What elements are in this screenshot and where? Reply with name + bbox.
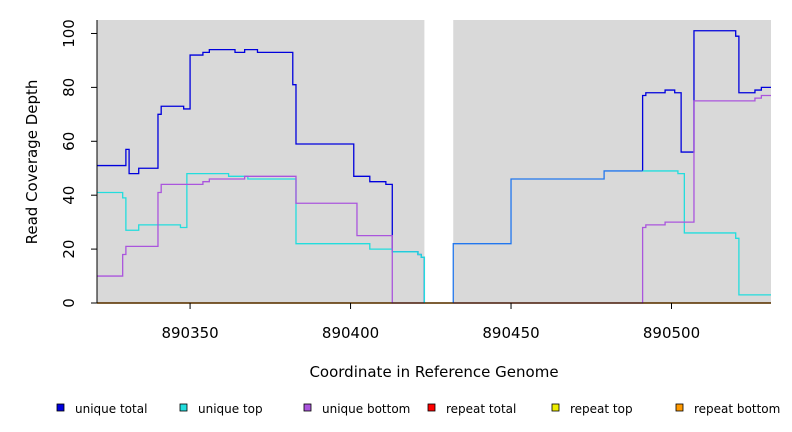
plot-background-left: [97, 20, 425, 303]
legend-label: unique top: [198, 402, 263, 416]
legend-swatch: [303, 403, 312, 412]
legend-label: repeat total: [446, 402, 516, 416]
series-line-segment-6: [452, 170, 643, 303]
y-tick-label: 20: [60, 240, 78, 259]
y-tick-label: 60: [60, 132, 78, 151]
series-line-unique-total: [97, 49, 426, 303]
legend: unique total unique top unique bottom repea…: [56, 402, 780, 416]
legend-item-repeat-total: repeat total: [427, 402, 516, 416]
y-tick-label: 0: [60, 298, 78, 308]
series-line-segment-9: [453, 94, 771, 304]
axes: 0 20 40 60 80 100 890350 890400 890450 890500: [60, 19, 771, 342]
legend-swatch: [427, 403, 436, 412]
y-tick-label: 40: [60, 186, 78, 205]
plot-background-right: [453, 20, 771, 303]
legend-label: unique total: [75, 402, 147, 416]
legend-label: repeat bottom: [694, 402, 780, 416]
y-tick-label: 80: [60, 78, 78, 97]
legend-swatch: [56, 403, 65, 412]
legend-swatch: [179, 403, 188, 412]
legend-label: unique bottom: [322, 402, 410, 416]
legend-swatch: [551, 403, 560, 412]
x-tick-label: 890350: [161, 324, 218, 342]
legend-item-unique-top: unique top: [179, 402, 263, 416]
series-line-unique-bottom: [97, 175, 425, 304]
legend-swatch: [675, 403, 684, 412]
y-axis-title: Read Coverage Depth: [23, 80, 41, 245]
x-tick-label: 890400: [322, 324, 379, 342]
series-line-segment-8: [642, 170, 771, 296]
legend-item-repeat-bottom: repeat bottom: [675, 402, 780, 416]
y-tick-label: 100: [60, 19, 78, 48]
plot-panel: [97, 20, 771, 303]
x-axis-title: Coordinate in Reference Genome: [309, 363, 558, 381]
legend-item-repeat-top: repeat top: [551, 402, 633, 416]
legend-label: repeat top: [570, 402, 633, 416]
x-tick-label: 890450: [482, 324, 539, 342]
legend-item-unique-bottom: unique bottom: [303, 402, 410, 416]
legend-item-unique-total: unique total: [56, 402, 147, 416]
x-tick-label: 890500: [643, 324, 700, 342]
